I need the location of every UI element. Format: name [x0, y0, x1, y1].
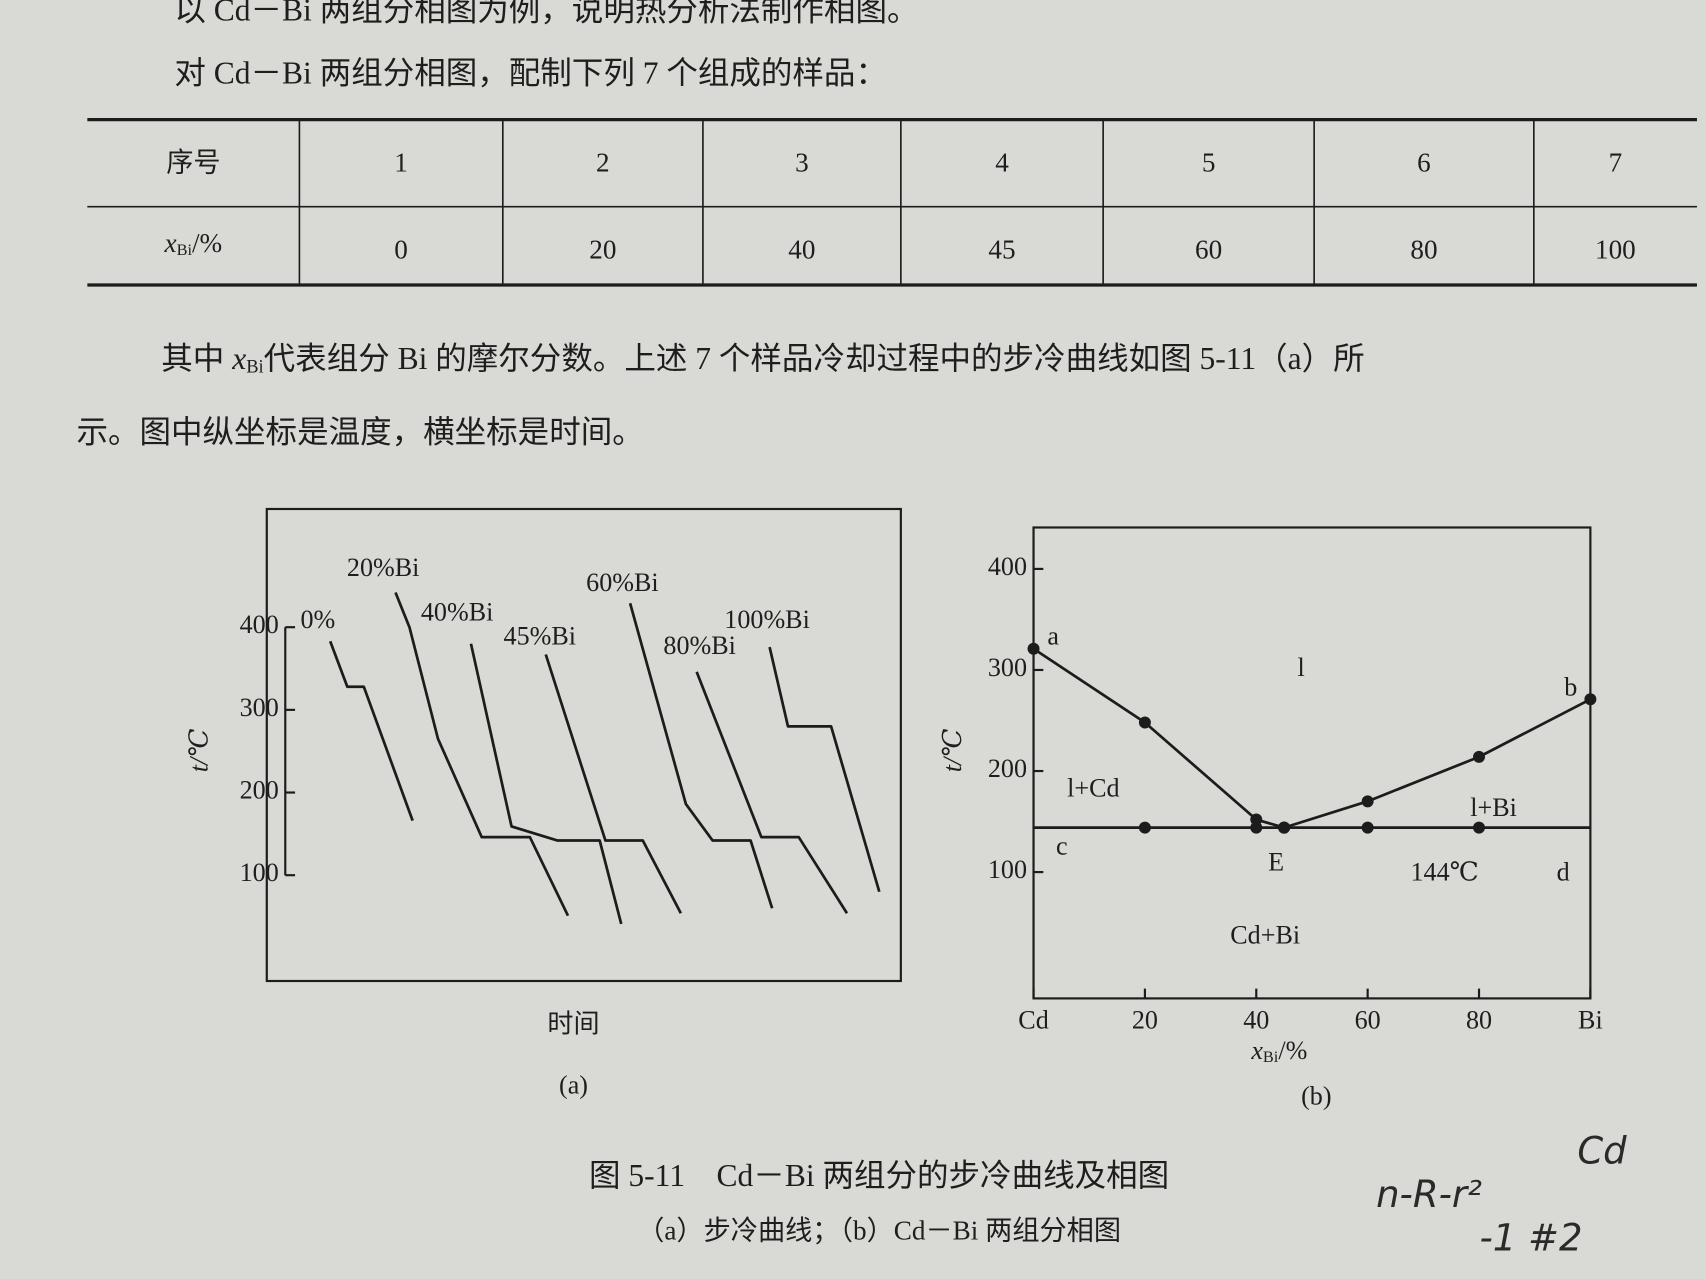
- curve: [394, 591, 570, 917]
- y-tick-label: 400: [240, 610, 279, 639]
- handwriting: -1 #2: [1479, 1216, 1582, 1259]
- figure-title: 图 5-11 Cd－Bi 两组分的步冷曲线及相图: [589, 1158, 1169, 1193]
- table-cell: 0: [394, 235, 408, 265]
- y-tick-label: 200: [988, 754, 1027, 783]
- curve-label: 60%Bi: [586, 568, 658, 597]
- curve: [469, 643, 623, 925]
- table-header-cell: 5: [1202, 148, 1216, 178]
- curve-label: 100%Bi: [724, 605, 810, 634]
- data-point: [1584, 693, 1597, 706]
- x-tick-label: Bi: [1578, 1005, 1603, 1034]
- subscript: Bi: [1263, 1047, 1279, 1066]
- curve: [628, 602, 774, 909]
- y-axis-label: t/℃: [185, 729, 214, 773]
- paragraph-line: 其中 xBi代表组分 Bi 的摩尔分数。上述 7 个样品冷却过程中的步冷曲线如图…: [161, 341, 1364, 377]
- unit: /%: [1278, 1036, 1307, 1065]
- chart-caption: (a): [559, 1071, 588, 1100]
- subscript: Bi: [177, 240, 193, 259]
- data-point: [1138, 821, 1151, 834]
- curve: [1283, 698, 1592, 829]
- y-tick-label: 400: [988, 552, 1027, 581]
- curve-label: 20%Bi: [347, 553, 419, 582]
- curve: [768, 646, 881, 893]
- symbol: x: [231, 341, 246, 376]
- x-tick-label: 40: [1243, 1005, 1269, 1034]
- table-cell: 100: [1595, 235, 1636, 265]
- region-label: l+Bi: [1470, 793, 1517, 822]
- region-label: b: [1564, 673, 1577, 702]
- curve: [328, 640, 414, 822]
- plot-frame: [1032, 526, 1592, 1000]
- handwriting: Cd: [1577, 1129, 1627, 1172]
- curve-label: 0%: [301, 605, 336, 634]
- y-tick-label: 300: [240, 693, 279, 722]
- table-header-cell: 1: [394, 148, 408, 178]
- region-label: Cd+Bi: [1230, 920, 1300, 949]
- y-tick-label: 100: [240, 858, 279, 887]
- table-header-cell: 6: [1417, 148, 1431, 178]
- y-tick-label: 100: [988, 855, 1027, 884]
- handwriting: n-R-r²: [1376, 1173, 1482, 1216]
- data-point: [1361, 795, 1374, 808]
- text: 其中: [161, 341, 232, 376]
- x-tick-label: 80: [1466, 1005, 1492, 1034]
- table-header-cell: 2: [596, 148, 610, 178]
- table-header-cell: 3: [795, 148, 809, 178]
- data-point: [1361, 821, 1374, 834]
- curve: [544, 654, 683, 914]
- data-point: [1278, 821, 1291, 834]
- data-point: [1473, 821, 1485, 834]
- data-point: [1138, 716, 1151, 729]
- table-cell: 20: [589, 235, 616, 265]
- paragraph-line: 示。图中纵坐标是温度，横坐标是时间。: [76, 414, 643, 449]
- region-label: d: [1557, 857, 1570, 886]
- x-tick-label: 60: [1355, 1005, 1381, 1034]
- curve-label: 45%Bi: [504, 621, 576, 650]
- y-axis-label: t/℃: [938, 729, 967, 773]
- unit: /%: [192, 228, 222, 258]
- table-header-cell: 序号: [166, 148, 220, 178]
- table-cell: 60: [1195, 235, 1222, 265]
- plot-frame: [265, 507, 902, 983]
- table-cell: 40: [788, 235, 815, 265]
- region-label: c: [1056, 831, 1068, 860]
- x-axis-label: xBi/%: [1250, 1036, 1307, 1066]
- x-tick-label: Cd: [1018, 1005, 1048, 1034]
- table-row-label: xBi/%: [164, 228, 223, 259]
- table-header-cell: 4: [995, 148, 1009, 178]
- region-label: 144℃: [1410, 857, 1478, 886]
- chart-caption: (b): [1301, 1081, 1331, 1110]
- table-header-cell: 7: [1609, 148, 1623, 178]
- curve: [695, 671, 849, 914]
- figure-subtitle: （a）步冷曲线；（b）Cd－Bi 两组分相图: [637, 1216, 1121, 1246]
- x-axis-label: 时间: [547, 1010, 599, 1039]
- region-label: l+Cd: [1067, 774, 1119, 803]
- data-point: [1473, 750, 1485, 763]
- symbol: x: [164, 228, 177, 258]
- curve-label: 80%Bi: [663, 631, 735, 660]
- table-cell: 45: [988, 235, 1015, 265]
- table-cell: 80: [1410, 235, 1437, 265]
- curve: [1032, 647, 1285, 829]
- y-tick-label: 200: [240, 776, 279, 805]
- symbol: x: [1250, 1036, 1263, 1065]
- curve-label: 40%Bi: [421, 597, 493, 626]
- region-label: l: [1297, 653, 1304, 682]
- x-tick-label: 20: [1132, 1005, 1158, 1034]
- text-line: 以 Cd－Bi 两组分相图为例，说明热分析法制作相图。: [174, 0, 918, 27]
- text: 代表组分 Bi 的摩尔分数。上述 7 个样品冷却过程中的步冷曲线如图 5-11（…: [264, 341, 1365, 376]
- region-label: E: [1268, 848, 1284, 877]
- y-tick-label: 300: [988, 653, 1027, 682]
- data-point: [1027, 642, 1040, 655]
- text-line: 对 Cd－Bi 两组分相图，配制下列 7 个组成的样品：: [174, 55, 887, 90]
- data-point: [1250, 821, 1263, 834]
- subscript: Bi: [246, 357, 263, 377]
- region-label: a: [1047, 621, 1059, 650]
